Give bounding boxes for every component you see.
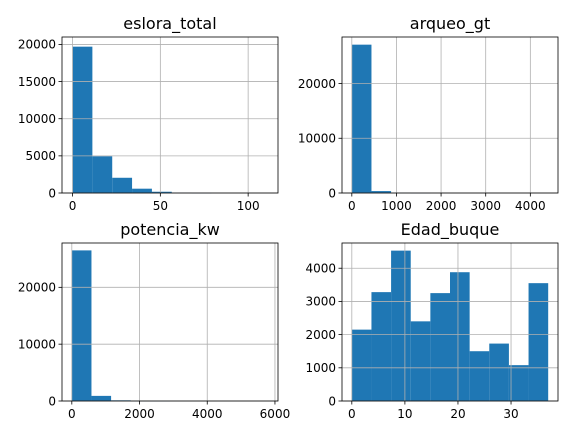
histogram-bar bbox=[508, 365, 529, 401]
histogram-bar bbox=[92, 156, 113, 193]
x-tick-label: 0 bbox=[68, 407, 76, 421]
y-tick-label: 0 bbox=[48, 394, 56, 408]
histogram-bar bbox=[351, 44, 372, 193]
histogram-bar bbox=[371, 292, 392, 401]
y-tick-label: 20000 bbox=[18, 38, 56, 52]
x-tick-label: 4000 bbox=[192, 407, 223, 421]
axes-frame bbox=[61, 36, 279, 194]
y-tick-label: 20000 bbox=[298, 77, 336, 91]
y-tick-label: 10000 bbox=[18, 337, 56, 351]
histogram-bar bbox=[371, 191, 392, 193]
x-tick-label: 3000 bbox=[470, 199, 501, 213]
x-tick-label: 2000 bbox=[124, 407, 155, 421]
y-tick-label: 15000 bbox=[18, 75, 56, 89]
axes-frame bbox=[341, 242, 559, 402]
y-tick-label: 0 bbox=[328, 394, 336, 408]
histogram-bar bbox=[410, 321, 431, 401]
y-tick-label: 2000 bbox=[305, 328, 336, 342]
histogram-bar bbox=[91, 395, 112, 401]
subplot-potencia_kw: 0 2000 4000 6000 0 10000 20000 potencia_kw bbox=[18, 220, 290, 421]
y-tick-label: 0 bbox=[48, 186, 56, 200]
x-tick-label: 4000 bbox=[515, 199, 546, 213]
x-tick-label: 10 bbox=[397, 407, 412, 421]
axes-frame bbox=[341, 36, 559, 194]
histogram-bar bbox=[112, 177, 133, 193]
histogram-bar bbox=[72, 46, 93, 193]
x-tick-label: 20 bbox=[450, 407, 465, 421]
histogram-bar bbox=[351, 329, 372, 401]
x-tick-label: 6000 bbox=[260, 407, 291, 421]
histogram-bar bbox=[528, 283, 549, 401]
histogram-bar bbox=[489, 343, 509, 401]
y-tick-label: 10000 bbox=[18, 112, 56, 126]
subplot-eslora_total: 0 50 100 0 5000 10000 15000 20000 eslora_total bbox=[18, 14, 279, 213]
subplot-title: arqueo_gt bbox=[410, 14, 490, 34]
y-tick-label: 20000 bbox=[18, 281, 56, 295]
y-tick-label: 4000 bbox=[305, 262, 336, 276]
axes-frame bbox=[61, 242, 279, 402]
histogram-bar bbox=[132, 188, 152, 193]
histogram-bar bbox=[71, 250, 92, 401]
y-tick-label: 1000 bbox=[305, 361, 336, 375]
histogram-bar bbox=[469, 351, 490, 401]
x-tick-label: 0 bbox=[348, 407, 356, 421]
histogram-bar bbox=[151, 191, 172, 193]
y-tick-label: 0 bbox=[328, 186, 336, 200]
histogram-bar bbox=[391, 250, 411, 401]
subplot-title: potencia_kw bbox=[120, 220, 220, 240]
x-tick-label: 2000 bbox=[426, 199, 457, 213]
histogram-bar bbox=[450, 272, 470, 401]
subplot-arqueo_gt: 0 1000 2000 3000 4000 0 10000 20000 arqueo_gt bbox=[298, 14, 559, 213]
histogram-bar bbox=[430, 293, 450, 401]
x-tick-label: 50 bbox=[153, 199, 168, 213]
x-tick-label: 0 bbox=[69, 199, 77, 213]
x-tick-label: 100 bbox=[237, 199, 260, 213]
y-tick-label: 5000 bbox=[25, 149, 56, 163]
subplot-title: Edad_buque bbox=[401, 220, 500, 240]
subplot-title: eslora_total bbox=[123, 14, 216, 34]
y-tick-label: 10000 bbox=[298, 132, 336, 146]
subplot-Edad_buque: 0 10 20 30 0 1000 2000 3000 4000 Edad_buque bbox=[305, 220, 559, 421]
x-tick-label: 1000 bbox=[381, 199, 412, 213]
x-tick-label: 30 bbox=[503, 407, 518, 421]
y-tick-label: 3000 bbox=[305, 295, 336, 309]
x-tick-label: 0 bbox=[348, 199, 356, 213]
